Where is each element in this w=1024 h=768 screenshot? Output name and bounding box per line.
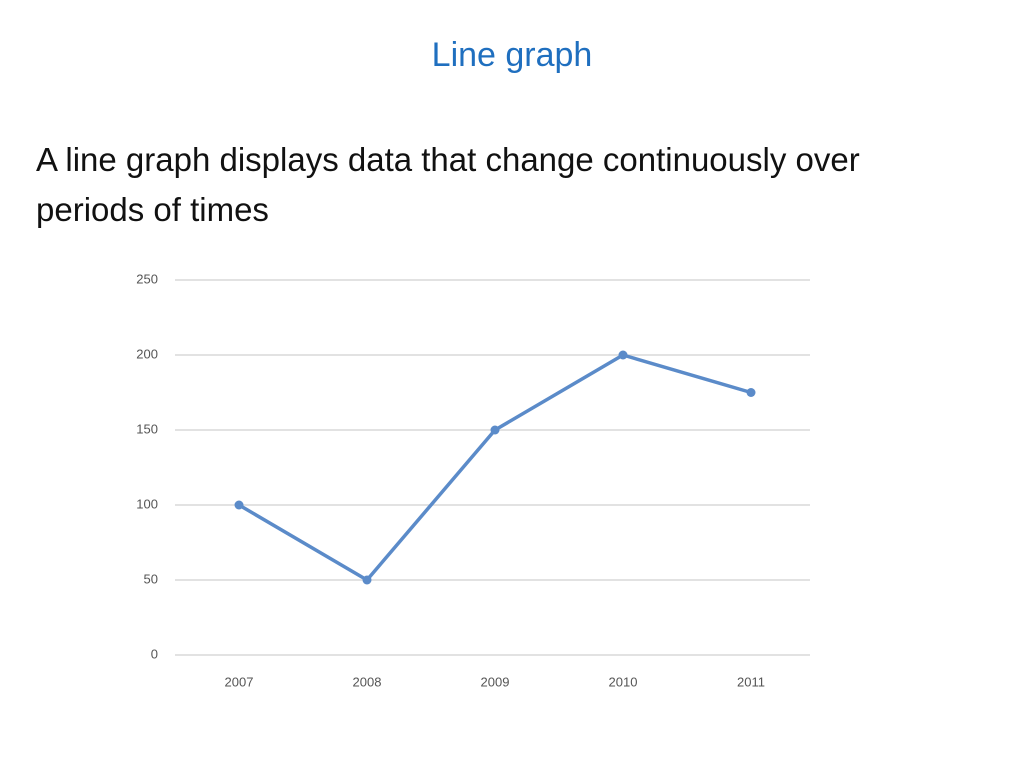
data-line bbox=[238, 353, 752, 582]
data-point bbox=[490, 425, 500, 435]
data-point bbox=[618, 350, 628, 360]
y-tick-label: 150 bbox=[136, 421, 158, 436]
y-tick-label: 200 bbox=[136, 346, 158, 361]
data-point bbox=[362, 575, 372, 585]
y-tick-label: 100 bbox=[136, 496, 158, 511]
x-tick-label: 2007 bbox=[225, 674, 254, 689]
data-point bbox=[234, 500, 244, 510]
y-tick-label: 250 bbox=[136, 271, 158, 286]
data-point bbox=[746, 388, 756, 397]
x-tick-label: 2008 bbox=[353, 674, 382, 689]
x-tick-label: 2010 bbox=[609, 674, 638, 689]
slide-body: A line graph displays data that change c… bbox=[36, 141, 860, 228]
y-tick-label: 0 bbox=[151, 646, 158, 661]
x-tick-label: 2009 bbox=[481, 674, 510, 689]
x-tick-label: 2011 bbox=[737, 674, 765, 689]
slide-title: Line graph bbox=[431, 36, 593, 74]
y-tick-label: 50 bbox=[144, 571, 158, 586]
